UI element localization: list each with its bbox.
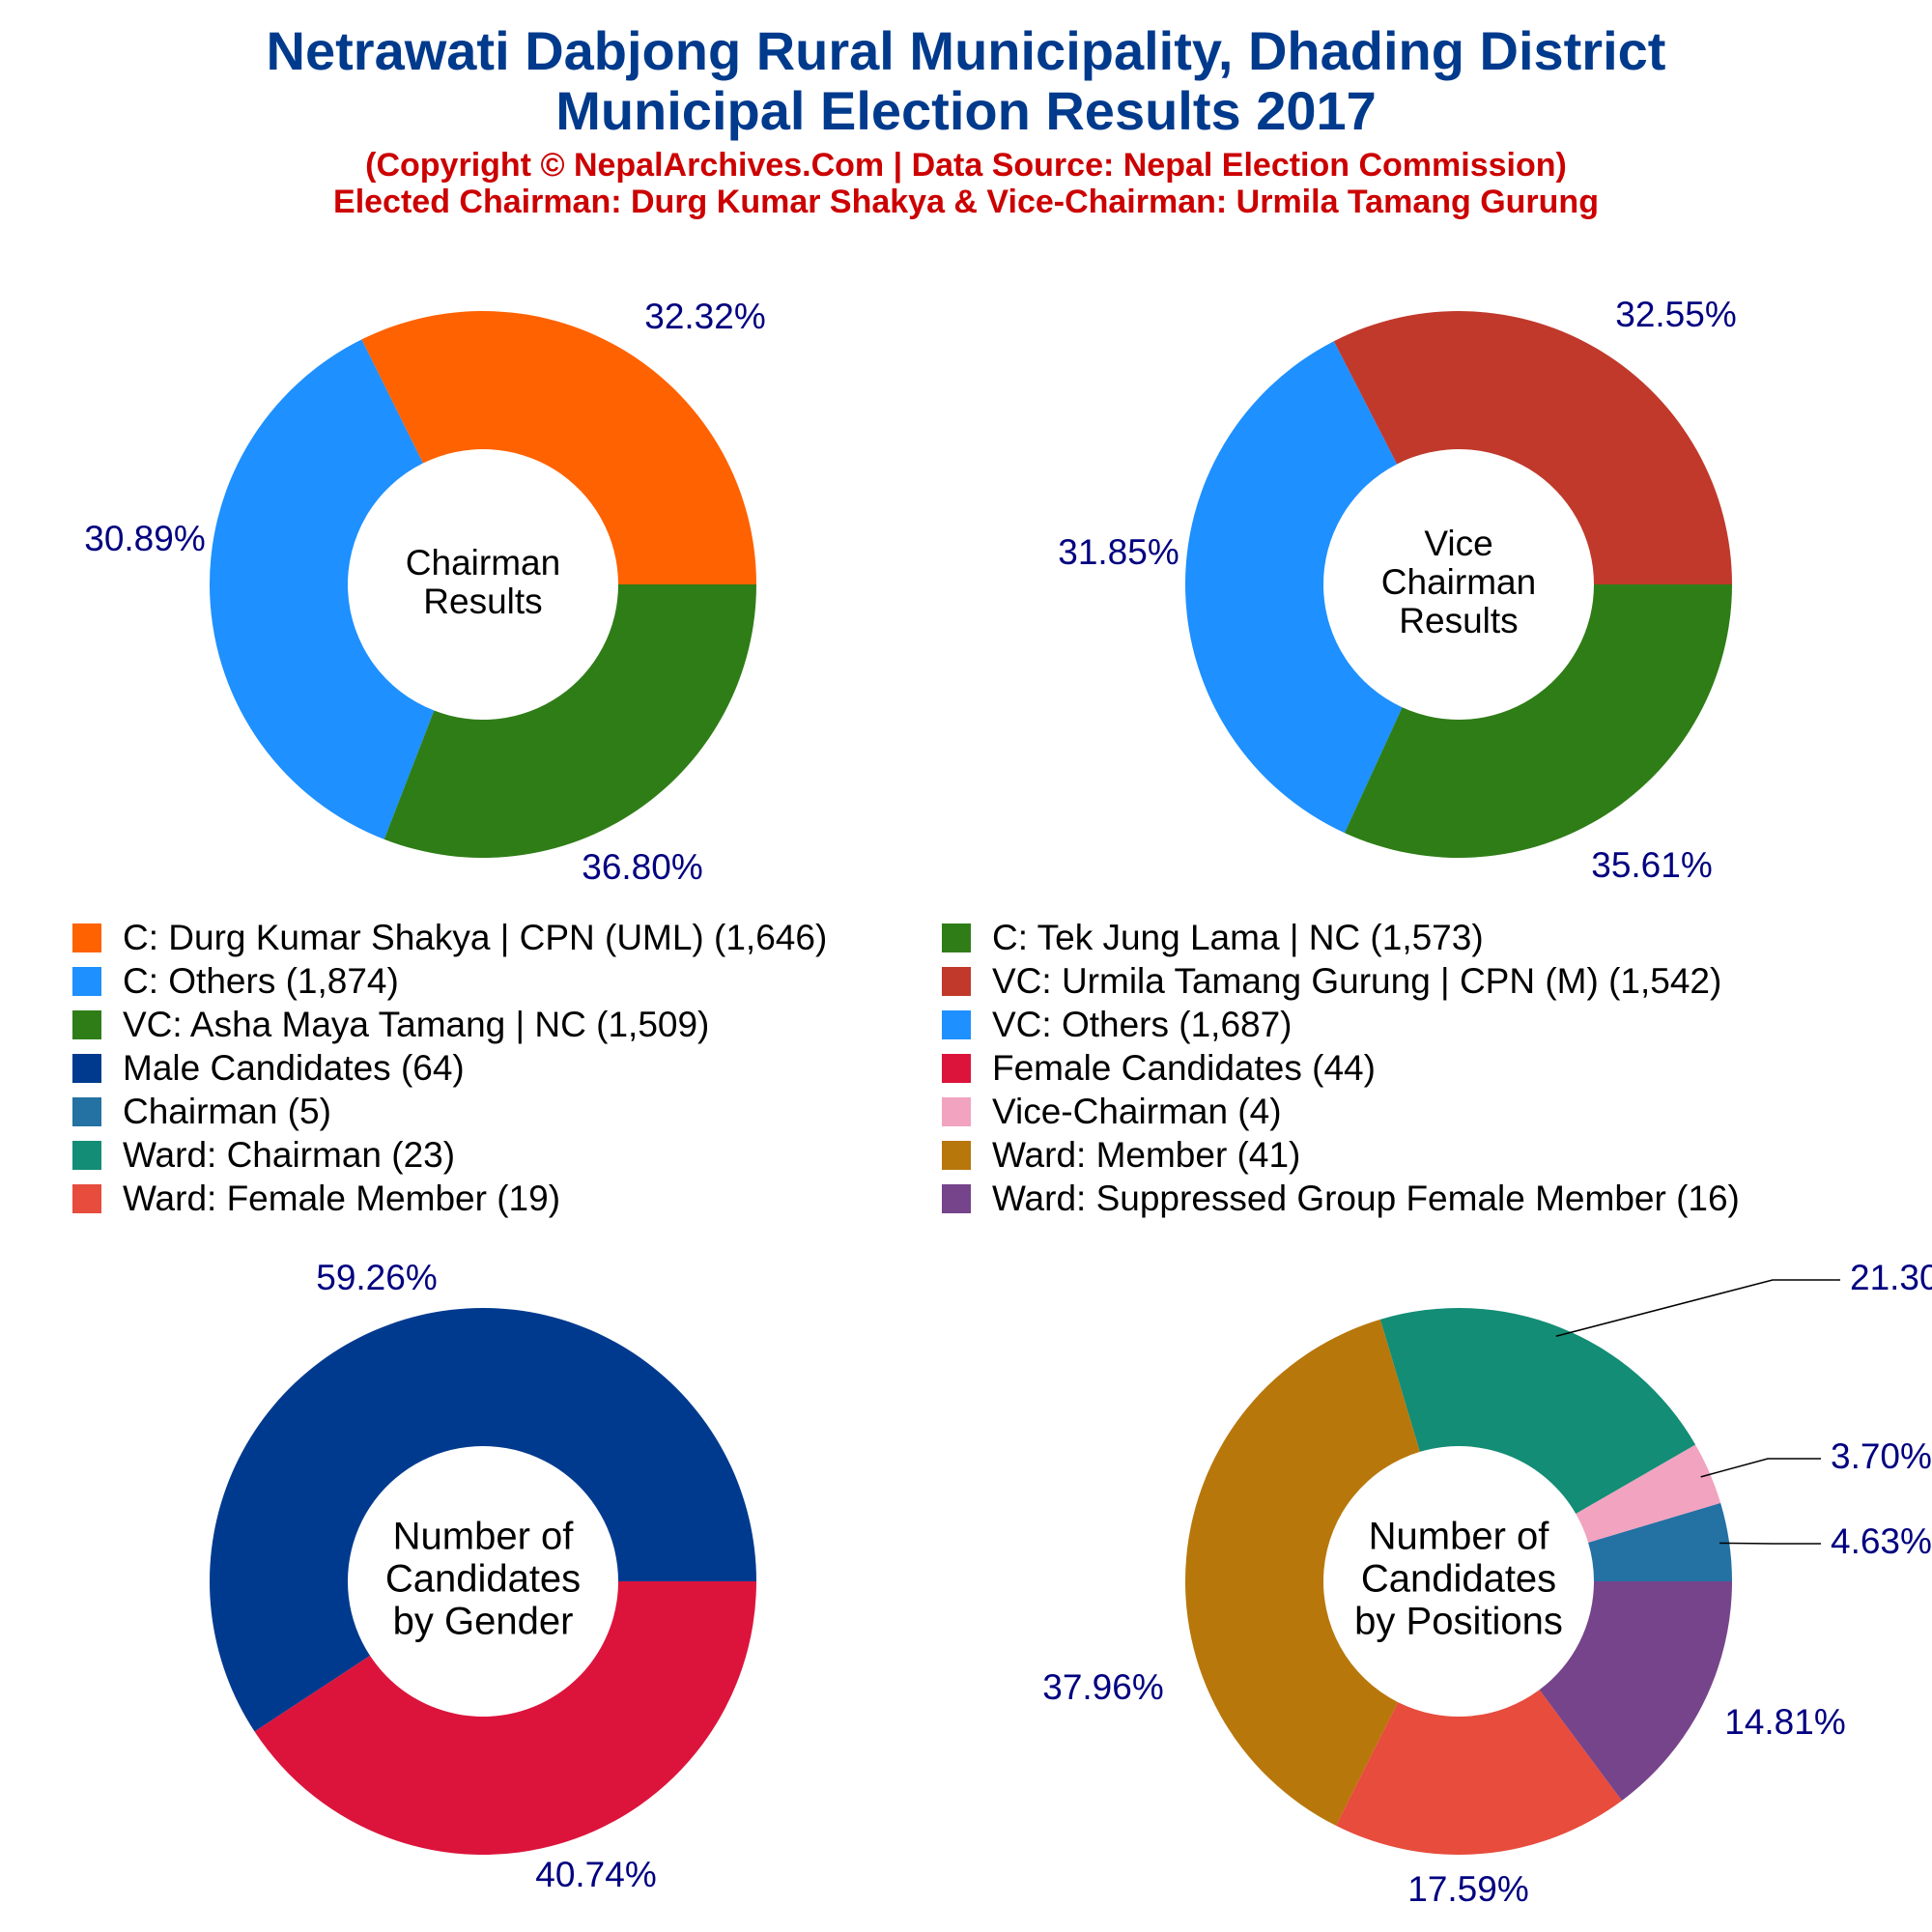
slice-percent-label: 37.96% xyxy=(1042,1667,1164,1707)
legend-swatch xyxy=(72,1010,101,1039)
legend-label: Male Candidates (64) xyxy=(123,1048,465,1088)
legend-swatch xyxy=(72,923,101,952)
donut-center-label: Candidates xyxy=(1361,1558,1556,1601)
legend-item: Ward: Member (41) xyxy=(942,1135,1300,1176)
legend-item: Female Candidates (44) xyxy=(942,1048,1376,1089)
donut-slice xyxy=(1184,1319,1420,1826)
slice-percent-label: 40.74% xyxy=(535,1855,657,1894)
chart-title-line1: Netrawati Dabjong Rural Municipality, Dh… xyxy=(266,20,1666,81)
donut-center-label: by Positions xyxy=(1354,1601,1563,1643)
donut-center-label: Results xyxy=(1399,601,1518,640)
slice-percent-label: 32.32% xyxy=(644,297,766,336)
label-leader-line xyxy=(1555,1279,1840,1338)
legend-label: Female Candidates (44) xyxy=(992,1048,1376,1088)
legend-item: Male Candidates (64) xyxy=(72,1048,465,1089)
legend-label: Ward: Member (41) xyxy=(992,1135,1301,1175)
legend-item: VC: Asha Maya Tamang | NC (1,509) xyxy=(72,1005,709,1045)
legend-swatch xyxy=(942,967,971,996)
legend-swatch xyxy=(72,1054,101,1083)
legend-label: Vice-Chairman (4) xyxy=(992,1092,1282,1131)
donut-center-label: Candidates xyxy=(385,1558,581,1601)
legend-label: Ward: Female Member (19) xyxy=(123,1179,561,1218)
legend-item: Vice-Chairman (4) xyxy=(942,1092,1282,1132)
donut-slice xyxy=(1344,584,1732,859)
chart-title-line2: Municipal Election Results 2017 xyxy=(555,80,1377,141)
legend-item: C: Tek Jung Lama | NC (1,573) xyxy=(942,918,1484,958)
donut-center-label: Number of xyxy=(393,1516,575,1558)
slice-percent-label: 35.61% xyxy=(1591,845,1713,885)
legend-label: C: Others (1,874) xyxy=(123,961,399,1001)
legend-swatch xyxy=(942,1097,971,1126)
label-leader-line xyxy=(1700,1458,1821,1478)
donut-slice xyxy=(361,310,756,584)
donut-center-label: Results xyxy=(423,582,542,621)
donut-slice xyxy=(1184,341,1403,834)
slice-percent-label: 30.89% xyxy=(84,519,206,558)
legend-item: VC: Urmila Tamang Gurung | CPN (M) (1,54… xyxy=(942,961,1721,1002)
donut-slice xyxy=(254,1581,756,1856)
legend-label: C: Tek Jung Lama | NC (1,573) xyxy=(992,918,1484,957)
slice-percent-label: 3.70% xyxy=(1831,1436,1932,1476)
legend-label: VC: Urmila Tamang Gurung | CPN (M) (1,54… xyxy=(992,961,1722,1001)
legend-item: C: Durg Kumar Shakya | CPN (UML) (1,646) xyxy=(72,918,827,958)
legend-swatch xyxy=(72,967,101,996)
slice-percent-label: 4.63% xyxy=(1831,1521,1932,1561)
legend-label: VC: Asha Maya Tamang | NC (1,509) xyxy=(123,1005,710,1044)
legend-swatch xyxy=(942,923,971,952)
legend-item: Ward: Suppressed Group Female Member (16… xyxy=(942,1179,1740,1219)
legend-label: VC: Others (1,687) xyxy=(992,1005,1293,1044)
legend-swatch xyxy=(942,1184,971,1213)
slice-percent-label: 17.59% xyxy=(1407,1869,1529,1909)
donut-center-label: Vice xyxy=(1424,524,1492,563)
donut-slice xyxy=(209,339,435,839)
legend-item: VC: Others (1,687) xyxy=(942,1005,1293,1045)
legend-swatch xyxy=(72,1184,101,1213)
legend-item: Ward: Female Member (19) xyxy=(72,1179,560,1219)
donut-slice xyxy=(1335,1690,1622,1855)
legend-item: Ward: Chairman (23) xyxy=(72,1135,455,1176)
legend-swatch xyxy=(72,1141,101,1170)
slice-percent-label: 14.81% xyxy=(1724,1702,1846,1742)
donut-slice xyxy=(1576,1444,1721,1543)
slice-percent-label: 21.30% xyxy=(1850,1258,1932,1297)
slice-percent-label: 32.55% xyxy=(1615,295,1737,334)
legend-swatch xyxy=(942,1054,971,1083)
copyright-note: (Copyright © NepalArchives.Com | Data So… xyxy=(365,147,1567,184)
donut-chart-4: 4.63% 3.70% 21.30% 37.96% 17.59% 14.81% Number… xyxy=(1042,1258,1932,1909)
legend-swatch xyxy=(942,1010,971,1039)
donut-center-label: by Gender xyxy=(393,1601,574,1643)
donut-slice xyxy=(1588,1502,1732,1581)
donut-center-label: Chairman xyxy=(406,543,560,582)
legend-label: Chairman (5) xyxy=(123,1092,331,1131)
slice-percent-label: 36.80% xyxy=(582,847,703,887)
slice-percent-label: 59.26% xyxy=(316,1258,438,1297)
donut-slice xyxy=(1333,310,1732,584)
donut-slice xyxy=(1379,1307,1696,1514)
donut-slice xyxy=(1539,1581,1732,1802)
legend-swatch xyxy=(942,1141,971,1170)
elected-officials-note: Elected Chairman: Durg Kumar Shakya & Vi… xyxy=(333,184,1599,220)
donut-slice xyxy=(210,1307,757,1732)
legend-swatch xyxy=(72,1097,101,1126)
donut-center-label: Chairman xyxy=(1381,562,1536,602)
donut-slice xyxy=(384,584,756,858)
legend-label: Ward: Chairman (23) xyxy=(123,1135,456,1175)
slice-percent-label: 31.85% xyxy=(1058,532,1179,572)
chart-header: Netrawati Dabjong Rural Municipality, Dh… xyxy=(0,20,1932,221)
legend-item: Chairman (5) xyxy=(72,1092,331,1132)
legend-label: Ward: Suppressed Group Female Member (16… xyxy=(992,1179,1740,1218)
label-leader-line xyxy=(1719,1542,1821,1545)
legend-item: C: Others (1,874) xyxy=(72,961,399,1002)
legend-label: C: Durg Kumar Shakya | CPN (UML) (1,646) xyxy=(123,918,828,957)
donut-center-label: Number of xyxy=(1369,1516,1550,1558)
